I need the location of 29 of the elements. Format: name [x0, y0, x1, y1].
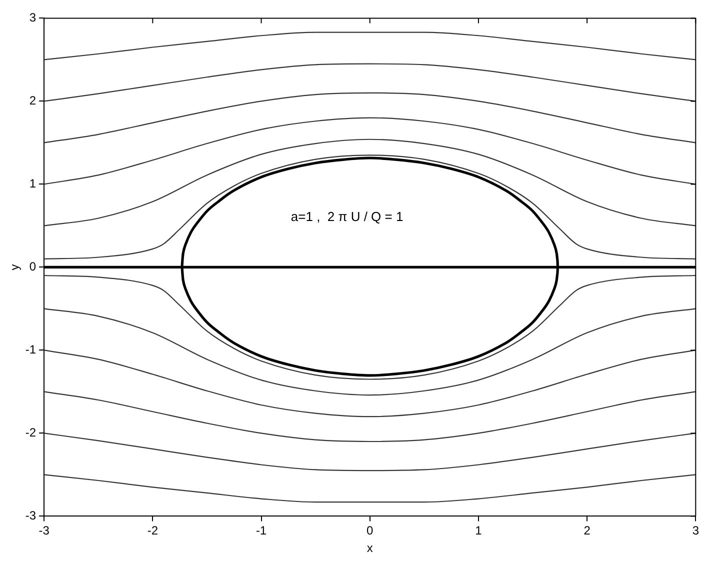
line-series: [44, 63, 696, 102]
x-tick-label: 0: [366, 524, 374, 538]
line-series: [44, 432, 696, 472]
y-tick-label: 1: [29, 176, 36, 191]
line-series: [44, 350, 696, 418]
y-tick-label: 2: [29, 94, 36, 108]
line-series: [44, 92, 696, 144]
x-tick-label: 2: [584, 524, 591, 538]
y-tick-label: -3: [25, 508, 36, 523]
line-series: [44, 308, 696, 396]
line-series: [44, 391, 696, 442]
x-tick-label: 1: [475, 524, 482, 538]
x-tick-label: 3: [692, 524, 700, 538]
y-axis-title: y: [8, 264, 22, 270]
line-series: [44, 474, 696, 503]
y-tick-label: -2: [25, 426, 36, 440]
x-axis-title: x: [366, 541, 373, 556]
x-tick-label: -3: [38, 524, 50, 538]
line-series: [44, 138, 696, 226]
x-tick-label: -1: [256, 524, 267, 538]
annotation: a=1 , 2 π U / Q = 1: [290, 208, 404, 224]
line-series: [44, 274, 696, 380]
y-tick-label: -1: [25, 342, 36, 357]
x-tick-label: -2: [147, 524, 158, 538]
y-tick-label: 3: [29, 10, 36, 25]
line-series: [44, 117, 696, 185]
y-tick-label: 0: [29, 260, 36, 274]
line-series: [44, 154, 696, 260]
line-series: [44, 32, 696, 60]
